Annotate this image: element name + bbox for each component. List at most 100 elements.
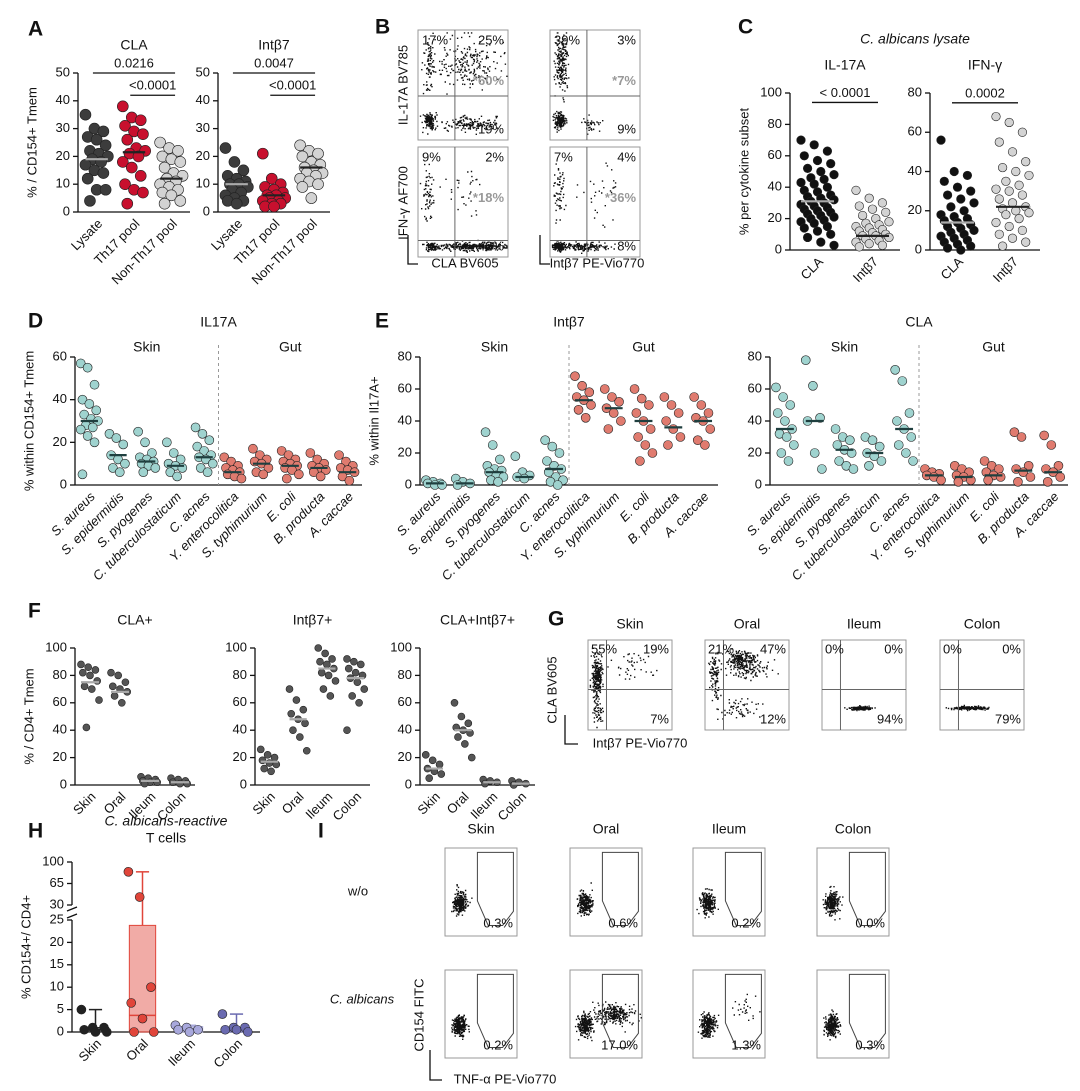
data-point <box>289 726 297 735</box>
data-point <box>956 245 966 255</box>
data-point <box>138 467 149 478</box>
data-point <box>174 156 187 168</box>
flow-plot <box>569 969 643 1059</box>
y-tick-label: 20 <box>53 749 67 764</box>
data-point <box>994 194 1004 204</box>
y-tick-label: 40 <box>233 722 247 737</box>
data-point <box>876 456 887 466</box>
data-point <box>256 147 269 160</box>
data-point <box>302 746 311 755</box>
data-point <box>355 698 363 707</box>
data-point <box>874 441 885 452</box>
flow-plot <box>816 847 890 937</box>
data-point <box>997 241 1008 251</box>
bracket-label: < 0.0001 <box>820 85 871 100</box>
data-point <box>510 451 521 462</box>
data-point <box>663 440 673 450</box>
data-point <box>608 408 619 418</box>
data-point <box>79 668 87 677</box>
data-point <box>599 384 610 394</box>
plot-title: Ileum <box>712 821 746 837</box>
data-point <box>800 355 811 366</box>
data-point <box>450 698 459 707</box>
data-point <box>114 671 122 680</box>
y-axis-label: % / CD154+ Tmem <box>24 87 39 198</box>
x-axis-label: Intβ7 PE-Vio770 <box>593 735 688 750</box>
x-tick-label: Colon <box>330 789 365 824</box>
data-point <box>328 655 336 663</box>
data-point <box>172 471 182 482</box>
data-point <box>809 179 819 189</box>
data-point <box>121 133 134 146</box>
data-point <box>848 464 859 474</box>
y-axis-label: % within CD154+ Tmem <box>21 351 36 491</box>
y-tick-label: 20 <box>768 210 782 225</box>
event-dots <box>823 1009 842 1041</box>
quadrant-label: 19% <box>478 121 504 136</box>
data-point <box>809 218 819 228</box>
data-point <box>554 448 565 458</box>
data-point <box>696 400 707 410</box>
data-point <box>435 760 444 769</box>
event-dots <box>732 993 761 1021</box>
data-point <box>816 166 826 177</box>
bracket-label: 0.0047 <box>254 55 294 70</box>
chart-title: CLA+ <box>117 612 152 628</box>
data-point <box>854 201 864 211</box>
data-point <box>323 660 331 669</box>
data-point <box>834 456 844 466</box>
event-dots <box>581 114 604 135</box>
data-point <box>258 469 269 480</box>
data-point <box>673 408 684 418</box>
data-point <box>884 217 894 227</box>
data-point <box>772 408 783 418</box>
data-point <box>90 1027 101 1037</box>
row-label: C. albicans <box>330 991 395 1006</box>
data-point <box>614 396 624 407</box>
chart-title: Intβ7+ <box>293 612 333 628</box>
x-tick-label: Skin <box>249 789 277 817</box>
section-label: Skin <box>133 339 160 355</box>
data-point <box>809 448 820 458</box>
y-tick-label: 80 <box>768 116 782 131</box>
chart-title: IL17A <box>200 314 237 330</box>
data-point <box>1001 176 1011 186</box>
y-tick-label: 100 <box>225 639 247 654</box>
chart-title: CLA <box>905 314 933 330</box>
flow-plot <box>939 639 1025 731</box>
data-point <box>260 764 269 773</box>
data-point <box>111 433 122 443</box>
data-point <box>864 239 874 249</box>
y-tick-label: 0 <box>203 203 210 218</box>
data-point <box>1014 180 1024 190</box>
data-point <box>118 698 126 707</box>
data-point <box>202 467 213 478</box>
quadrant-label: 3% <box>617 32 636 47</box>
flow-plot <box>444 847 518 937</box>
event-dots <box>589 647 604 709</box>
axis-break <box>66 906 78 912</box>
y-axis-label: CD154 FITC <box>411 979 426 1052</box>
data-point <box>1011 166 1021 177</box>
data-point <box>997 162 1008 173</box>
data-point <box>97 125 110 138</box>
gate-percent: 0.3% <box>483 915 513 930</box>
data-point <box>780 416 790 426</box>
data-point <box>464 719 473 728</box>
flow-plot <box>444 969 518 1059</box>
data-point <box>493 476 503 487</box>
plot-frame <box>417 146 509 258</box>
y-tick-label: 20 <box>196 148 210 163</box>
data-point <box>101 1027 112 1037</box>
data-point <box>816 237 826 247</box>
data-point <box>969 225 979 235</box>
x-tick-label: Skin <box>70 789 98 817</box>
data-point <box>146 982 156 993</box>
data-point <box>703 408 714 418</box>
plot-frame <box>939 639 1025 731</box>
gate <box>476 973 514 1048</box>
x-tick-label: Oral <box>123 1036 151 1064</box>
plot-frame <box>549 146 641 258</box>
plot-frame <box>816 969 890 1059</box>
data-point <box>1042 476 1053 487</box>
